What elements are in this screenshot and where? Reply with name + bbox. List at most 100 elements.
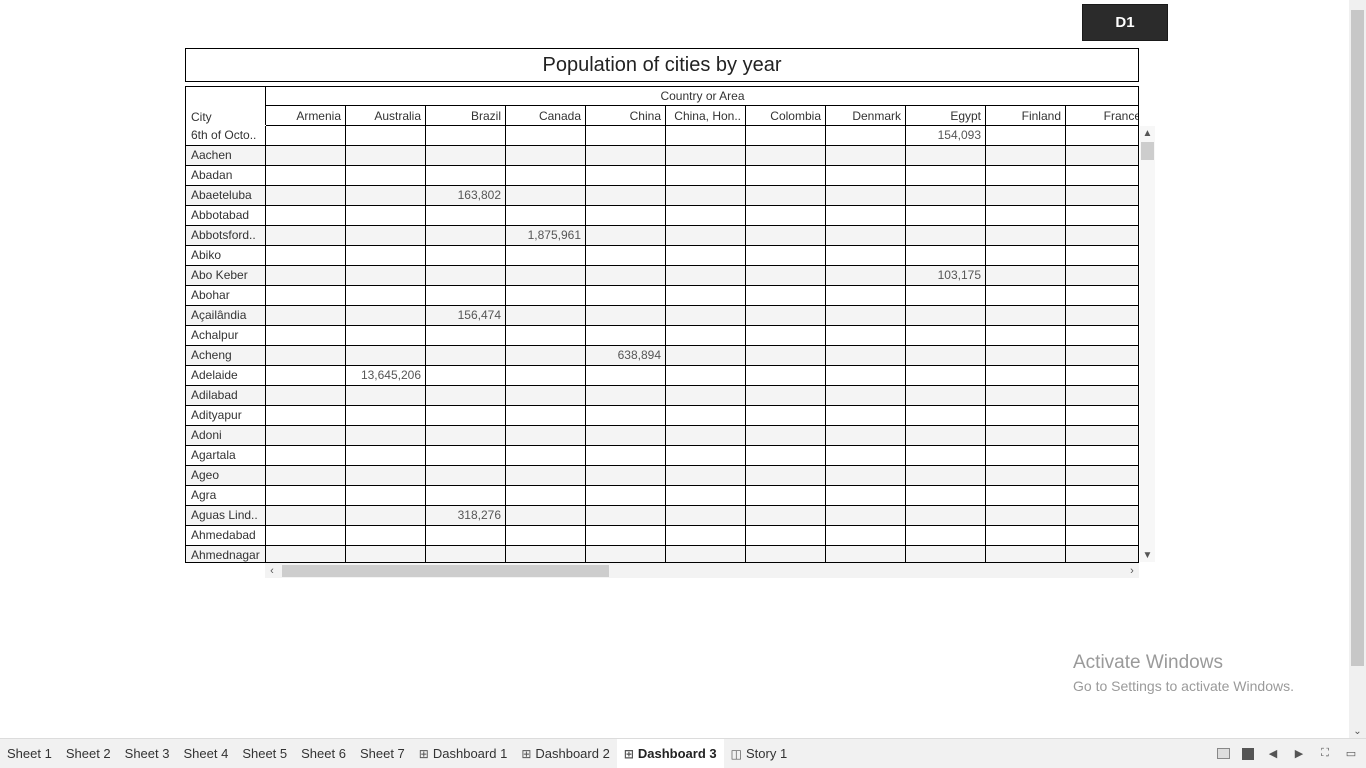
value-cell[interactable]: [746, 546, 826, 562]
value-cell[interactable]: [506, 486, 586, 505]
value-cell[interactable]: [906, 366, 986, 385]
value-cell[interactable]: [986, 346, 1066, 365]
value-cell[interactable]: [426, 546, 506, 562]
value-cell[interactable]: [266, 306, 346, 325]
value-cell[interactable]: [426, 406, 506, 425]
value-cell[interactable]: [666, 406, 746, 425]
value-cell[interactable]: [266, 266, 346, 285]
value-cell[interactable]: [586, 446, 666, 465]
value-cell[interactable]: [586, 426, 666, 445]
value-cell[interactable]: [586, 546, 666, 562]
value-cell[interactable]: [906, 166, 986, 185]
value-cell[interactable]: [266, 226, 346, 245]
value-cell[interactable]: [1066, 346, 1138, 365]
column-header[interactable]: Brazil: [426, 106, 506, 125]
value-cell[interactable]: [346, 126, 426, 145]
value-cell[interactable]: [506, 386, 586, 405]
value-cell[interactable]: [826, 306, 906, 325]
value-cell[interactable]: [826, 146, 906, 165]
value-cell[interactable]: [746, 446, 826, 465]
vertical-scroll-thumb[interactable]: [1141, 142, 1154, 160]
value-cell[interactable]: [906, 446, 986, 465]
value-cell[interactable]: [666, 286, 746, 305]
value-cell[interactable]: [346, 486, 426, 505]
value-cell[interactable]: [346, 406, 426, 425]
city-cell[interactable]: Acheng: [186, 346, 266, 365]
value-cell[interactable]: [666, 186, 746, 205]
value-cell[interactable]: [986, 386, 1066, 405]
value-cell[interactable]: [426, 226, 506, 245]
value-cell[interactable]: [906, 346, 986, 365]
value-cell[interactable]: [586, 466, 666, 485]
value-cell[interactable]: [986, 546, 1066, 562]
value-cell[interactable]: [986, 266, 1066, 285]
value-cell[interactable]: [906, 306, 986, 325]
value-cell[interactable]: [906, 486, 986, 505]
scroll-down-arrow-icon[interactable]: ▼: [1142, 549, 1153, 561]
value-cell[interactable]: [986, 146, 1066, 165]
value-cell[interactable]: [826, 166, 906, 185]
value-cell[interactable]: [506, 446, 586, 465]
value-cell[interactable]: [346, 466, 426, 485]
value-cell[interactable]: [666, 346, 746, 365]
column-header[interactable]: China, Hon..: [666, 106, 746, 125]
value-cell[interactable]: [666, 306, 746, 325]
city-cell[interactable]: 6th of Octo..: [186, 126, 266, 145]
value-cell[interactable]: [506, 266, 586, 285]
value-cell[interactable]: [426, 366, 506, 385]
value-cell[interactable]: [426, 166, 506, 185]
value-cell[interactable]: [666, 146, 746, 165]
city-cell[interactable]: Abaeteluba: [186, 186, 266, 205]
value-cell[interactable]: [746, 146, 826, 165]
value-cell[interactable]: [586, 366, 666, 385]
value-cell[interactable]: [586, 526, 666, 545]
value-cell[interactable]: [506, 366, 586, 385]
value-cell[interactable]: [506, 286, 586, 305]
horizontal-scroll-thumb[interactable]: [282, 565, 609, 577]
value-cell[interactable]: 103,175: [906, 266, 986, 285]
value-cell[interactable]: [346, 446, 426, 465]
value-cell[interactable]: [426, 526, 506, 545]
value-cell[interactable]: [346, 306, 426, 325]
value-cell[interactable]: [826, 206, 906, 225]
column-header[interactable]: China: [586, 106, 666, 125]
value-cell[interactable]: [586, 186, 666, 205]
value-cell[interactable]: [1066, 506, 1138, 525]
value-cell[interactable]: [906, 186, 986, 205]
city-cell[interactable]: Abbotsford..: [186, 226, 266, 245]
value-cell[interactable]: [666, 526, 746, 545]
value-cell[interactable]: [746, 506, 826, 525]
value-cell[interactable]: [346, 546, 426, 562]
column-header[interactable]: Armenia: [266, 106, 346, 125]
value-cell[interactable]: [986, 206, 1066, 225]
value-cell[interactable]: [346, 166, 426, 185]
value-cell[interactable]: [506, 426, 586, 445]
value-cell[interactable]: [666, 546, 746, 562]
value-cell[interactable]: [266, 426, 346, 445]
value-cell[interactable]: [426, 446, 506, 465]
value-cell[interactable]: 318,276: [426, 506, 506, 525]
page-scroll-thumb[interactable]: [1351, 10, 1364, 666]
value-cell[interactable]: [426, 466, 506, 485]
value-cell[interactable]: [906, 426, 986, 445]
value-cell[interactable]: [1066, 326, 1138, 345]
tab-dashboard-3[interactable]: ⊞ Dashboard 3: [616, 739, 724, 768]
value-cell[interactable]: [906, 406, 986, 425]
column-header[interactable]: Colombia: [746, 106, 826, 125]
value-cell[interactable]: [746, 346, 826, 365]
value-cell[interactable]: [426, 146, 506, 165]
value-cell[interactable]: [666, 266, 746, 285]
value-cell[interactable]: [986, 166, 1066, 185]
value-cell[interactable]: [506, 246, 586, 265]
value-cell[interactable]: [986, 226, 1066, 245]
value-cell[interactable]: [1066, 166, 1138, 185]
value-cell[interactable]: [906, 506, 986, 525]
value-cell[interactable]: [506, 186, 586, 205]
value-cell[interactable]: [826, 366, 906, 385]
value-cell[interactable]: 638,894: [586, 346, 666, 365]
value-cell[interactable]: [906, 286, 986, 305]
city-cell[interactable]: Adilabad: [186, 386, 266, 405]
value-cell[interactable]: [346, 186, 426, 205]
value-cell[interactable]: [346, 526, 426, 545]
city-cell[interactable]: Adelaide: [186, 366, 266, 385]
